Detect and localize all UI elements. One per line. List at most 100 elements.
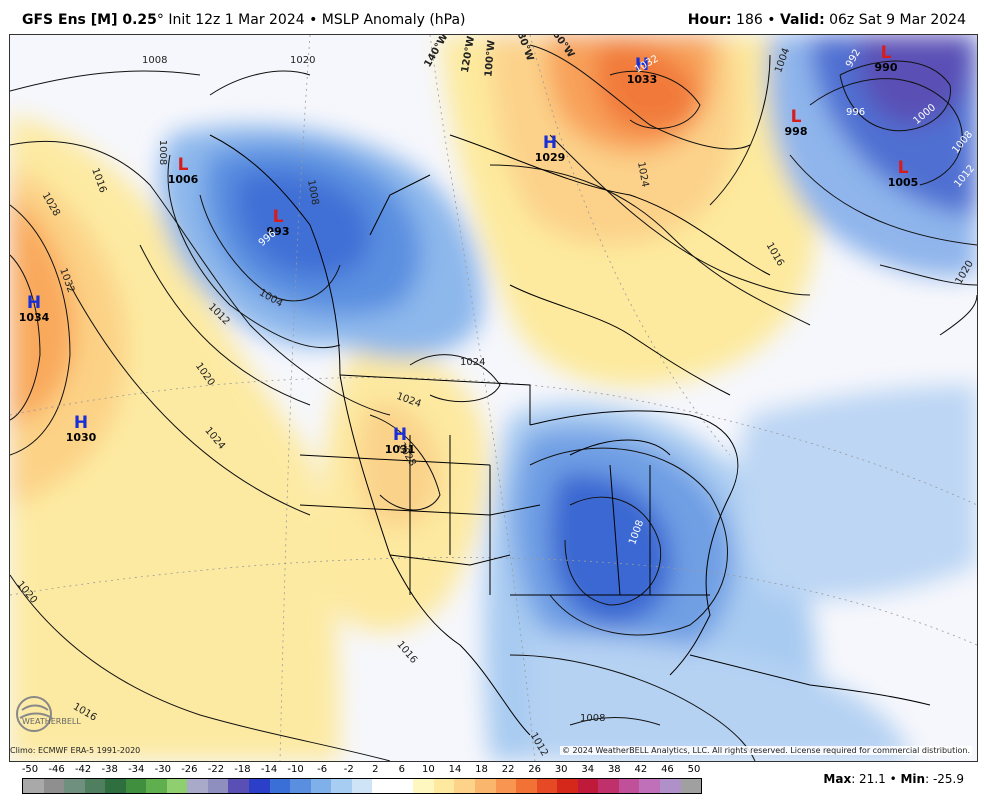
colorbar-tick-label: -2 <box>343 764 354 775</box>
max-label: Max <box>823 772 852 786</box>
colorbar-swatch <box>310 779 332 793</box>
colorbar-tick-label: 10 <box>422 764 435 775</box>
colorbar-swatch <box>618 779 640 793</box>
colorbar-swatch <box>557 779 578 793</box>
colorbar-swatch <box>166 779 188 793</box>
colorbar-swatch <box>392 779 414 793</box>
min-value: : -25.9 <box>925 772 964 786</box>
colorbar-tick-label: 42 <box>634 764 648 775</box>
high-pressure-center: H 1034 <box>18 293 50 324</box>
colorbar-tick-label: -26 <box>181 764 198 775</box>
colorbar-tick-label: 22 <box>501 764 515 775</box>
low-pressure-center: L 998 <box>784 107 808 138</box>
colorbar-tick-label: -6 <box>317 764 328 775</box>
valid-time: Hour: 186 • Valid: 06z Sat 9 Mar 2024 <box>688 12 966 28</box>
colorbar-tick-label: -10 <box>287 764 304 775</box>
header: GFS Ens [M] 0.25° Init 12z 1 Mar 2024 • … <box>0 0 984 34</box>
colorbar-swatch <box>331 779 352 793</box>
min-label: Min <box>900 772 926 786</box>
map-title: GFS Ens [M] 0.25° Init 12z 1 Mar 2024 • … <box>22 12 466 28</box>
weatherbell-logo: WEATHERBELL <box>16 696 81 732</box>
max-min-readout: Max: 21.1 • Min: -25.9 <box>823 772 964 786</box>
isobars <box>10 44 977 761</box>
colorbar-tick-label: 14 <box>448 764 462 775</box>
colorbar-tick-label: -22 <box>207 764 225 775</box>
colorbar-tick-label: 38 <box>607 764 621 775</box>
colorbar-swatch <box>413 779 434 793</box>
logo-text: WEATHERBELL <box>22 717 81 726</box>
colorbar-swatch <box>64 779 85 793</box>
mslp-anomaly-map <box>10 35 977 761</box>
colorbar-tick-label: -18 <box>234 764 251 775</box>
colorbar-swatch <box>659 779 681 793</box>
colorbar-swatch <box>228 779 250 793</box>
colorbar-tick-label: -14 <box>260 764 278 775</box>
colorbar-swatch <box>84 779 106 793</box>
hour-label: Hour: <box>687 12 732 28</box>
colorbar-swatch <box>433 779 455 793</box>
colorbar-swatch <box>43 779 65 793</box>
colorbar <box>22 778 702 794</box>
colorbar-ticks: -50 -46 -42 -38 -34 -30 -26 -22 -18 -14 -10 -6 -2 2 6 1… <box>22 764 702 777</box>
low-pressure-center: L 1006 <box>167 155 199 186</box>
colorbar-swatch <box>207 779 229 793</box>
colorbar-tick-label: -42 <box>74 764 92 775</box>
low-pressure-center: L 993 <box>266 207 290 238</box>
colorbar-tick-label: -34 <box>128 764 145 775</box>
colorbar-swatch <box>269 779 291 793</box>
colorbar-tick-label: 6 <box>398 764 406 775</box>
high-pressure-center: H 1030 <box>65 413 97 444</box>
climo-note: Climo: ECMWF ERA-5 1991-2020 <box>10 746 141 755</box>
colorbar-tick-label: 34 <box>581 764 595 775</box>
isobar-label: 996 <box>846 107 866 118</box>
colorbar-swatch <box>639 779 660 793</box>
valid-label: Valid: <box>779 12 825 28</box>
colorbar-swatch <box>454 779 476 793</box>
colorbar-tick-label: 2 <box>372 764 379 775</box>
high-pressure-center: H 1031 <box>384 425 416 456</box>
map-panel: H 1033 H 1029 L 990 L 998 L 1005 L 1006 L 993 H… <box>9 34 978 762</box>
colorbar-swatch <box>290 779 311 793</box>
low-pressure-center: L 990 <box>874 43 898 74</box>
colorbar-swatch <box>577 779 599 793</box>
model-name: GFS Ens [M] 0.25 <box>22 12 157 28</box>
colorbar-swatch <box>187 779 208 793</box>
colorbar-tick-label: 26 <box>528 764 541 775</box>
max-value: : 21.1 • <box>851 772 901 786</box>
valid-value: 06z Sat 9 Mar 2024 <box>824 12 966 28</box>
high-pressure-center: H 1029 <box>534 133 566 164</box>
init-text: Init 12z 1 Mar 2024 • MSLP Anomaly (hPa) <box>163 12 466 28</box>
colorbar-swatch <box>475 779 496 793</box>
isobar-label: 1008 <box>157 139 169 166</box>
graticule <box>10 35 977 761</box>
colorbar-swatch <box>536 779 558 793</box>
colorbar-tick-label: 50 <box>687 764 701 775</box>
anomaly-shading <box>10 35 977 761</box>
colorbar-swatch <box>105 779 126 793</box>
copyright-note: © 2024 WeatherBELL Analytics, LLC. All r… <box>560 746 972 755</box>
colorbar-swatch <box>351 779 373 793</box>
coastlines-borders <box>209 134 931 736</box>
isobar-label: 1020 <box>290 55 316 66</box>
high-pressure-center: H 1033 <box>626 55 658 86</box>
colorbar-swatch <box>680 779 702 793</box>
low-pressure-center: L 1005 <box>887 158 919 189</box>
colorbar-tick-label: -38 <box>101 764 118 775</box>
isobar-label: 1008 <box>580 713 606 724</box>
colorbar-swatch <box>516 779 537 793</box>
colorbar-swatch <box>125 779 147 793</box>
colorbar-tick-label: 46 <box>661 764 674 775</box>
colorbar-swatch <box>146 779 167 793</box>
isobar-label: 1024 <box>460 357 486 368</box>
colorbar-tick-label: -50 <box>21 764 39 775</box>
colorbar-swatch <box>23 779 44 793</box>
colorbar-tick-label: -46 <box>48 764 65 775</box>
colorbar-tick-label: 18 <box>475 764 488 775</box>
colorbar-swatch <box>495 779 517 793</box>
colorbar-swatch <box>249 779 270 793</box>
colorbar-swatch <box>598 779 619 793</box>
hour-value: 186 • <box>731 12 780 28</box>
colorbar-tick-label: 30 <box>554 764 568 775</box>
isobar-label: 1008 <box>142 55 168 66</box>
colorbar-swatch <box>372 779 393 793</box>
